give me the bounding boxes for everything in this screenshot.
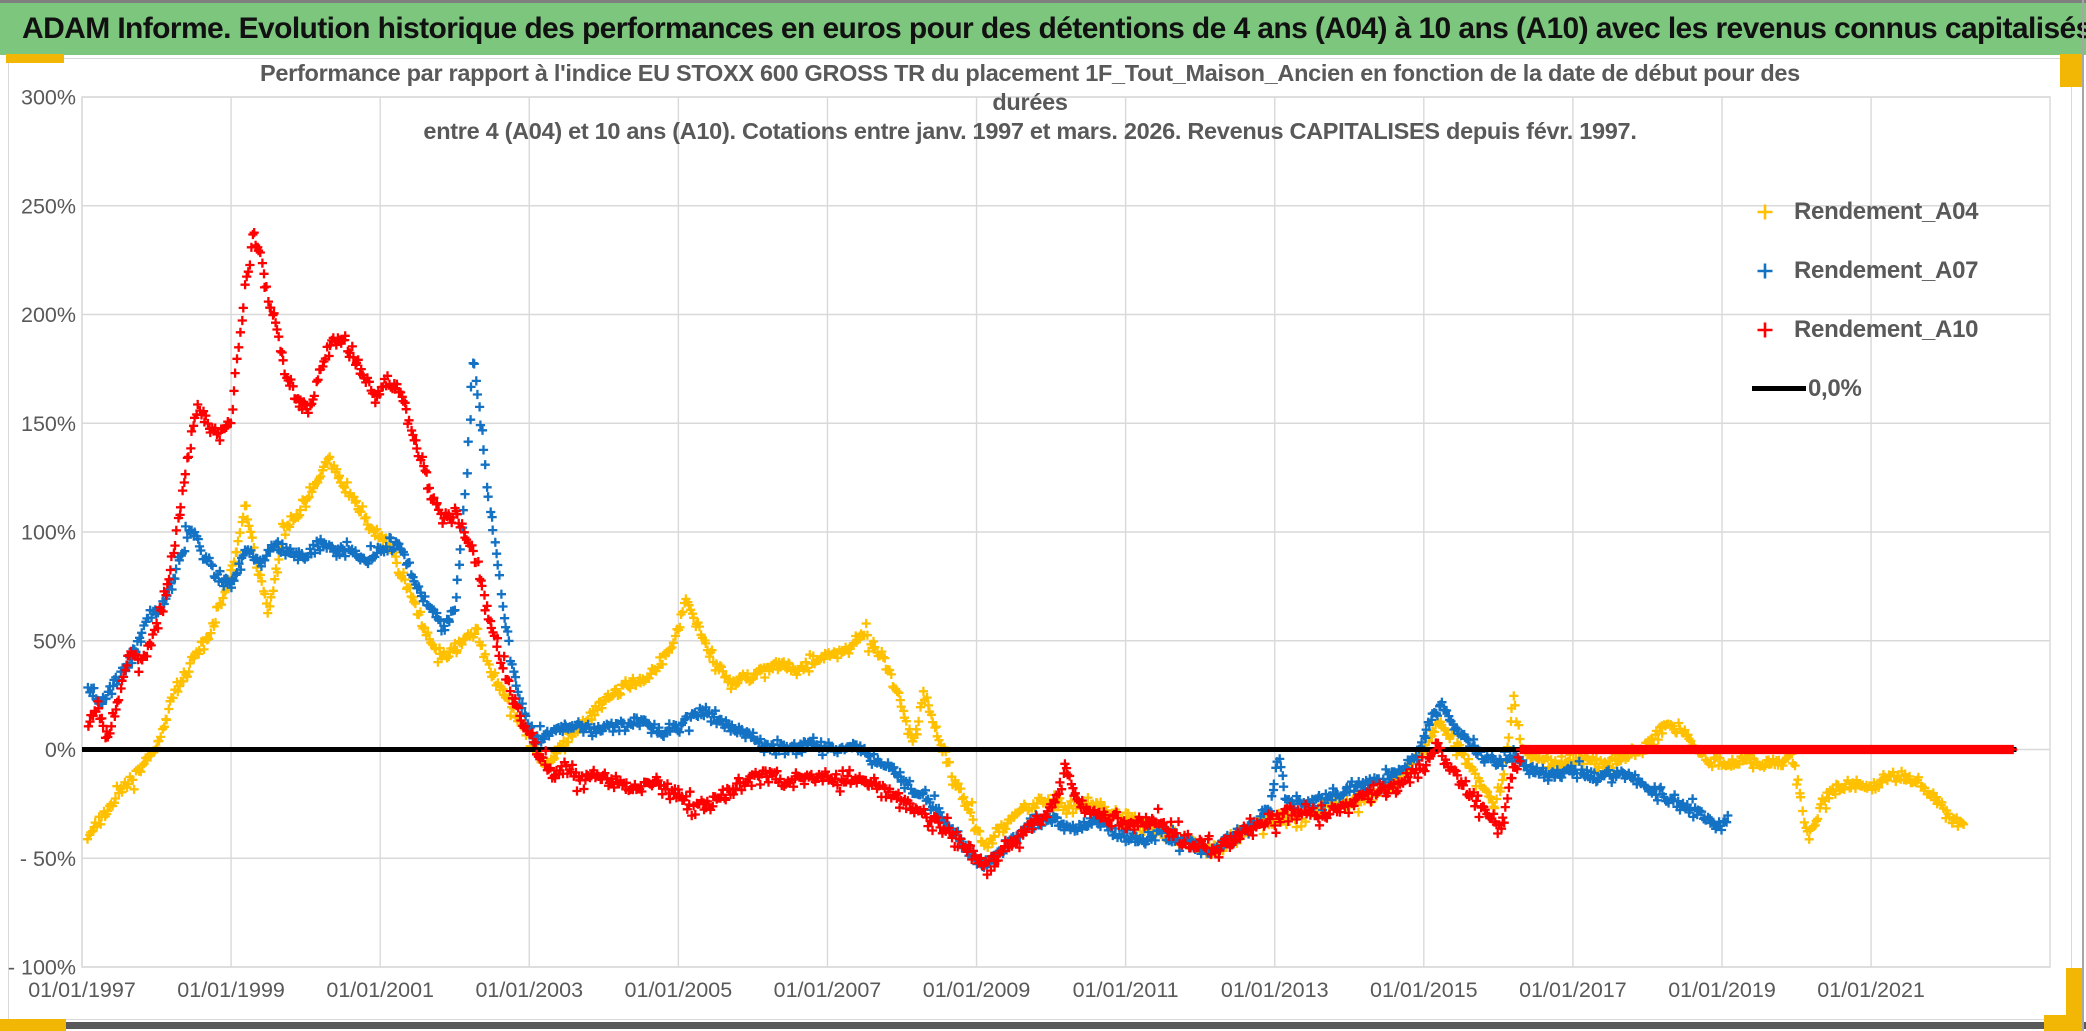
y-axis-tick-label: 50%: [33, 629, 76, 653]
plus-marker-icon: [1752, 319, 1778, 341]
bottom-border-strip: [0, 1022, 2086, 1029]
x-axis-tick-label: 01/01/2015: [1370, 978, 1478, 1002]
chart-frame: [8, 58, 2072, 1020]
x-axis-tick-label: 01/01/2003: [475, 978, 583, 1002]
gold-accent-top-left: [6, 54, 64, 63]
right-edge-line: [2082, 0, 2084, 1031]
y-axis-tick-label: 300%: [21, 86, 76, 110]
x-axis-tick-label: 01/01/2019: [1668, 978, 1776, 1002]
x-axis-tick-label: 01/01/2011: [1073, 978, 1179, 1002]
a10-flat-zero-points: [1516, 744, 2018, 755]
series-points-Rendement_A10: [83, 228, 1525, 880]
legend-label: Rendement_A07: [1794, 256, 1979, 284]
y-axis-tick-label: 0%: [45, 738, 76, 762]
plot-border: [81, 96, 2051, 968]
gold-accent-bottom-left: [0, 1019, 66, 1031]
plus-marker-icon: [1752, 260, 1778, 282]
y-axis-tick-label: - 100%: [8, 956, 76, 980]
gold-accent-bottom-right: [2044, 1015, 2082, 1031]
legend-item-rendement-a07: Rendement_A07: [1752, 241, 1978, 300]
legend-label: 0,0%: [1808, 374, 1862, 402]
x-axis-tick-label: 01/01/1997: [28, 978, 136, 1002]
gold-accent-top-right: [2060, 54, 2082, 87]
y-axis-tick-label: 200%: [21, 303, 76, 327]
plus-marker-icon: [1752, 201, 1778, 223]
top-edge-line: [0, 0, 2086, 3]
x-axis-tick-label: 01/01/2013: [1221, 978, 1329, 1002]
legend-label: Rendement_A04: [1794, 197, 1979, 225]
y-axis-tick-label: - 50%: [20, 847, 76, 871]
legend-item-rendement-a04: Rendement_A04: [1752, 182, 1978, 241]
x-axis-tick-label: 01/01/2017: [1519, 978, 1627, 1002]
series-points-Rendement_A04: [82, 452, 1969, 860]
y-axis-tick-label: 250%: [21, 194, 76, 218]
x-axis-tick-label: 01/01/2021: [1817, 978, 1925, 1002]
zero-line-swatch-icon: [1752, 386, 1806, 391]
legend-label: Rendement_A10: [1794, 315, 1979, 343]
y-axis-tick-label: 100%: [21, 521, 76, 545]
x-axis-tick-label: 01/01/2007: [774, 978, 882, 1002]
banner-title: ADAM Informe. Evolution historique des p…: [0, 3, 2086, 55]
series-points-Rendement_A07: [83, 358, 1733, 872]
legend-item-rendement-a10: Rendement_A10: [1752, 300, 1978, 359]
y-axis-tick-label: 150%: [21, 412, 76, 436]
x-axis-tick-label: 01/01/1999: [177, 978, 285, 1002]
x-axis-tick-label: 01/01/2005: [625, 978, 733, 1002]
x-axis-tick-label: 01/01/2009: [923, 978, 1031, 1002]
chart-legend: Rendement_A04 Rendement_A07 Rendement_A1…: [1752, 182, 1978, 418]
legend-item-zero-line: 0,0%: [1752, 359, 1978, 418]
x-axis-tick-label: 01/01/2001: [326, 978, 434, 1002]
